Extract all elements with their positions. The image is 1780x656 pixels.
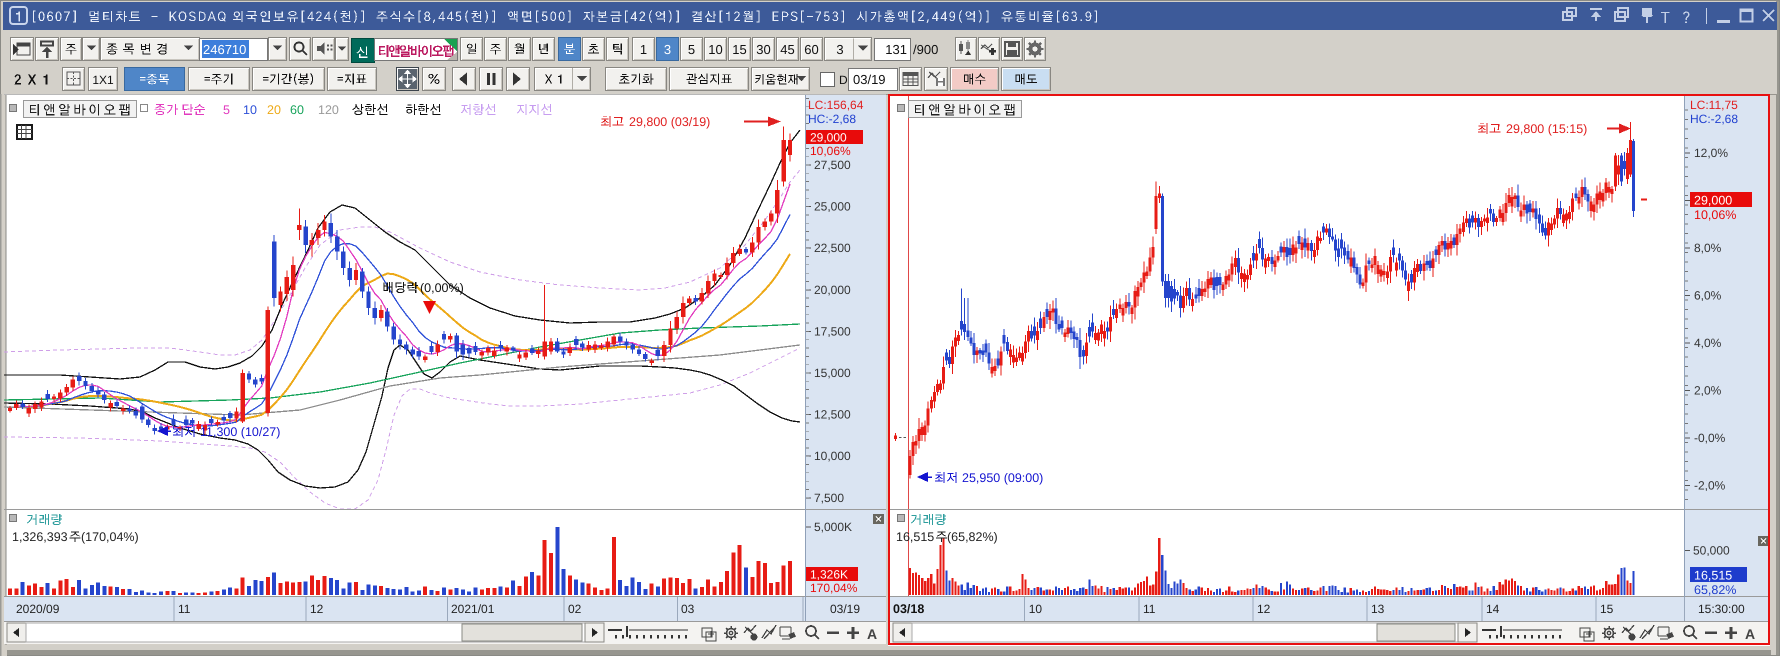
svg-text:03/18: 03/18 — [893, 602, 924, 616]
svg-text:8,0%: 8,0% — [1694, 241, 1722, 255]
svg-text:60: 60 — [804, 42, 818, 57]
svg-text:10: 10 — [1029, 602, 1043, 616]
svg-text:1,326,393: 1,326,393 — [12, 530, 68, 544]
svg-text:A: A — [1745, 626, 1755, 642]
svg-text:11,300 (10/27): 11,300 (10/27) — [200, 425, 280, 439]
svg-text:HC:-2,68: HC:-2,68 — [1690, 112, 1738, 126]
svg-text:12,500: 12,500 — [814, 408, 851, 422]
svg-text:7,500: 7,500 — [814, 491, 844, 505]
svg-text:20,000: 20,000 — [814, 283, 851, 297]
svg-text:(65,82%): (65,82%) — [947, 530, 998, 544]
svg-text:(0,00%): (0,00%) — [420, 281, 464, 295]
svg-text:17,500: 17,500 — [814, 324, 851, 338]
svg-text:LC:156,64: LC:156,64 — [808, 98, 864, 112]
svg-text:2021/01: 2021/01 — [451, 602, 495, 616]
svg-text:11: 11 — [178, 602, 191, 616]
svg-text:03/19: 03/19 — [830, 602, 860, 616]
svg-text:45: 45 — [780, 42, 794, 57]
svg-text:15: 15 — [732, 42, 746, 57]
svg-text:29,000: 29,000 — [1694, 194, 1732, 208]
svg-text:16,515: 16,515 — [1694, 569, 1732, 583]
svg-text:20: 20 — [267, 103, 281, 117]
svg-text:12: 12 — [1257, 602, 1271, 616]
svg-text:131: 131 — [885, 42, 907, 57]
svg-text:12: 12 — [310, 602, 324, 616]
svg-text:15:30:00: 15:30:00 — [1698, 602, 1745, 616]
svg-text:22,500: 22,500 — [814, 241, 851, 255]
svg-text:5,000K: 5,000K — [814, 520, 852, 534]
svg-text:246710: 246710 — [203, 42, 246, 57]
svg-text:4,0%: 4,0% — [1694, 336, 1722, 350]
svg-text:13: 13 — [1371, 602, 1385, 616]
svg-text:1X1: 1X1 — [92, 73, 114, 87]
svg-text:29,800 (15:15): 29,800 (15:15) — [1506, 122, 1587, 136]
svg-text:65,82%: 65,82% — [1694, 583, 1736, 597]
svg-text:-2,0%: -2,0% — [1694, 479, 1726, 493]
svg-text:1,326K: 1,326K — [810, 568, 848, 582]
svg-text:10,000: 10,000 — [814, 449, 851, 463]
svg-text:15: 15 — [1600, 602, 1614, 616]
svg-text:A: A — [867, 626, 877, 642]
svg-text:2020/09: 2020/09 — [16, 602, 60, 616]
svg-text:30: 30 — [756, 42, 770, 57]
svg-text:3: 3 — [664, 42, 671, 57]
svg-text:29,000: 29,000 — [810, 131, 847, 145]
svg-text:-0,0%: -0,0% — [1694, 431, 1726, 445]
svg-text:16,515: 16,515 — [896, 530, 934, 544]
svg-text:50,000: 50,000 — [1693, 544, 1730, 558]
svg-text:HC:-2,68: HC:-2,68 — [808, 112, 856, 126]
svg-text:10: 10 — [708, 42, 722, 57]
svg-text:02: 02 — [568, 602, 582, 616]
svg-text:60: 60 — [290, 103, 304, 117]
svg-text:25,950 (09:00): 25,950 (09:00) — [962, 471, 1043, 485]
svg-text:1: 1 — [640, 42, 647, 57]
svg-text:5: 5 — [223, 103, 230, 117]
svg-text:5: 5 — [688, 42, 695, 57]
svg-text:10,06%: 10,06% — [1694, 208, 1736, 222]
svg-text:/900: /900 — [913, 42, 938, 57]
svg-text:29,800 (03/19): 29,800 (03/19) — [629, 115, 710, 129]
svg-text:03: 03 — [681, 602, 695, 616]
svg-text:10: 10 — [243, 103, 257, 117]
svg-text:11: 11 — [1143, 602, 1156, 616]
svg-text:03/19: 03/19 — [853, 72, 886, 87]
svg-text:6,0%: 6,0% — [1694, 289, 1722, 303]
svg-text:170,04%: 170,04% — [810, 581, 858, 595]
svg-text:12,0%: 12,0% — [1694, 146, 1728, 160]
svg-text:120: 120 — [318, 103, 339, 117]
svg-text:27,500: 27,500 — [814, 158, 851, 172]
svg-text:10,06%: 10,06% — [810, 144, 851, 158]
svg-text:15,000: 15,000 — [814, 366, 851, 380]
svg-text:2,0%: 2,0% — [1694, 384, 1722, 398]
svg-text:3: 3 — [836, 42, 843, 57]
svg-text:(170,04%): (170,04%) — [81, 530, 139, 544]
svg-text:25,000: 25,000 — [814, 200, 851, 214]
svg-text:14: 14 — [1486, 602, 1500, 616]
svg-text:LC:11,75: LC:11,75 — [1690, 98, 1738, 112]
svg-text:D: D — [839, 73, 848, 87]
